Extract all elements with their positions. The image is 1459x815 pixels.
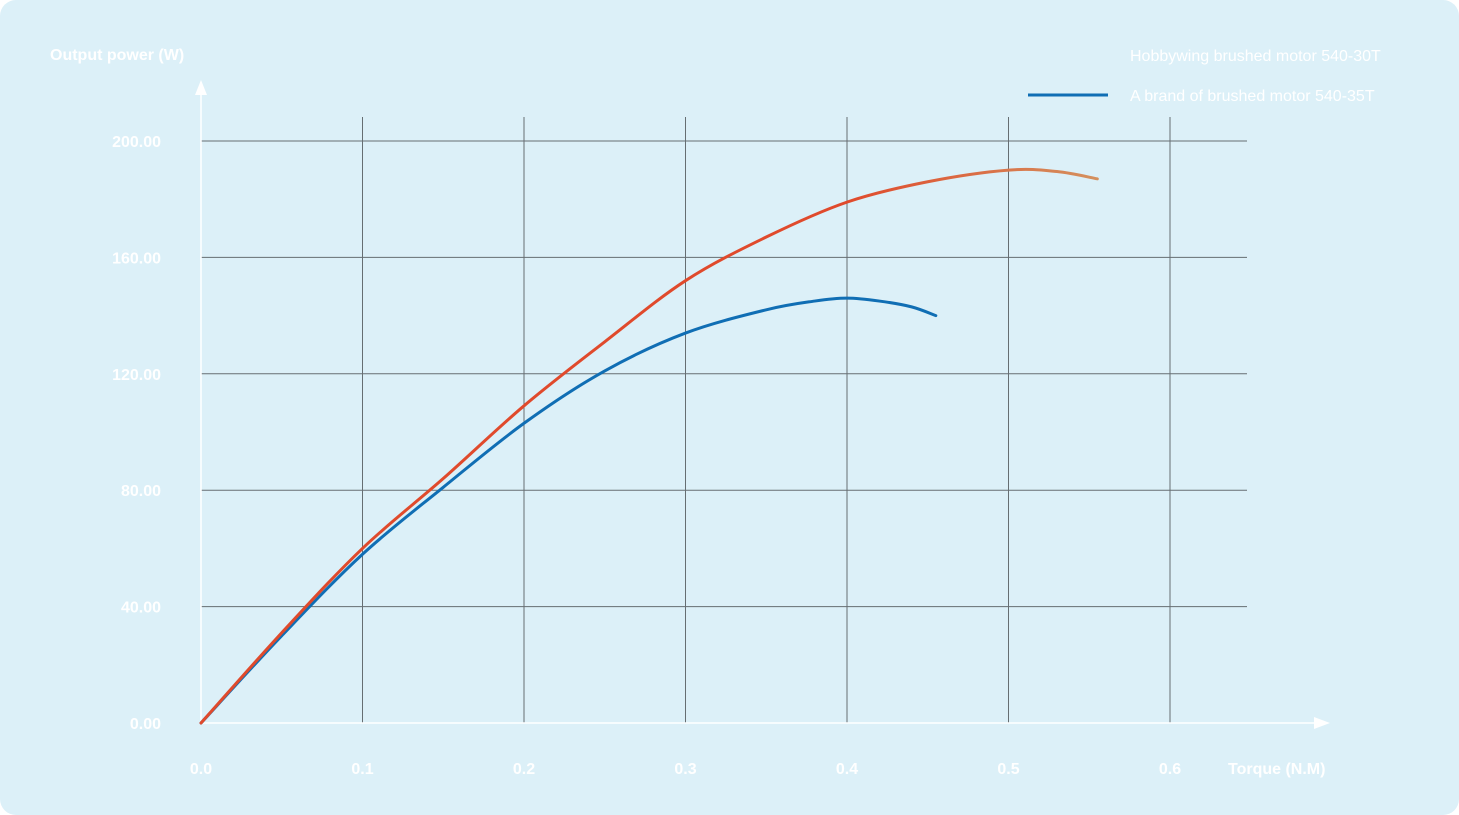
y-tick-label: 0.00 xyxy=(130,716,161,733)
x-axis-arrow xyxy=(1314,717,1330,729)
legend-label-other-brand: A brand of brushed motor 540-35T xyxy=(1130,88,1375,105)
x-axis-title: Torque (N.M) xyxy=(1228,761,1325,778)
x-tick-label: 0.4 xyxy=(836,761,858,778)
series-line-other-brand xyxy=(199,296,938,725)
y-tick-label: 200.00 xyxy=(112,134,161,151)
series-line-hobbywing xyxy=(199,167,1099,725)
series xyxy=(199,167,1099,725)
y-tick-label: 160.00 xyxy=(112,250,161,267)
tick-labels: 0.00 40.00 80.00 120.00 160.00 200.00 0.0 0.1 0.… xyxy=(112,134,1181,778)
grid-lines xyxy=(201,117,1247,723)
axes xyxy=(195,80,1330,729)
y-axis-title: Output power (W) xyxy=(50,47,184,64)
y-axis-arrow xyxy=(195,80,207,95)
legend-label-hobbywing: Hobbywing brushed motor 540-30T xyxy=(1130,48,1381,65)
y-tick-label: 120.00 xyxy=(112,367,161,384)
y-tick-label: 80.00 xyxy=(121,483,161,500)
legend: Hobbywing brushed motor 540-30T A brand … xyxy=(1028,48,1381,105)
y-tick-label: 40.00 xyxy=(121,600,161,617)
x-tick-label: 0.2 xyxy=(513,761,535,778)
x-tick-label: 0.6 xyxy=(1159,761,1181,778)
x-tick-label: 0.3 xyxy=(674,761,696,778)
x-tick-label: 0.0 xyxy=(190,761,212,778)
x-tick-label: 0.5 xyxy=(997,761,1019,778)
x-tick-label: 0.1 xyxy=(351,761,373,778)
